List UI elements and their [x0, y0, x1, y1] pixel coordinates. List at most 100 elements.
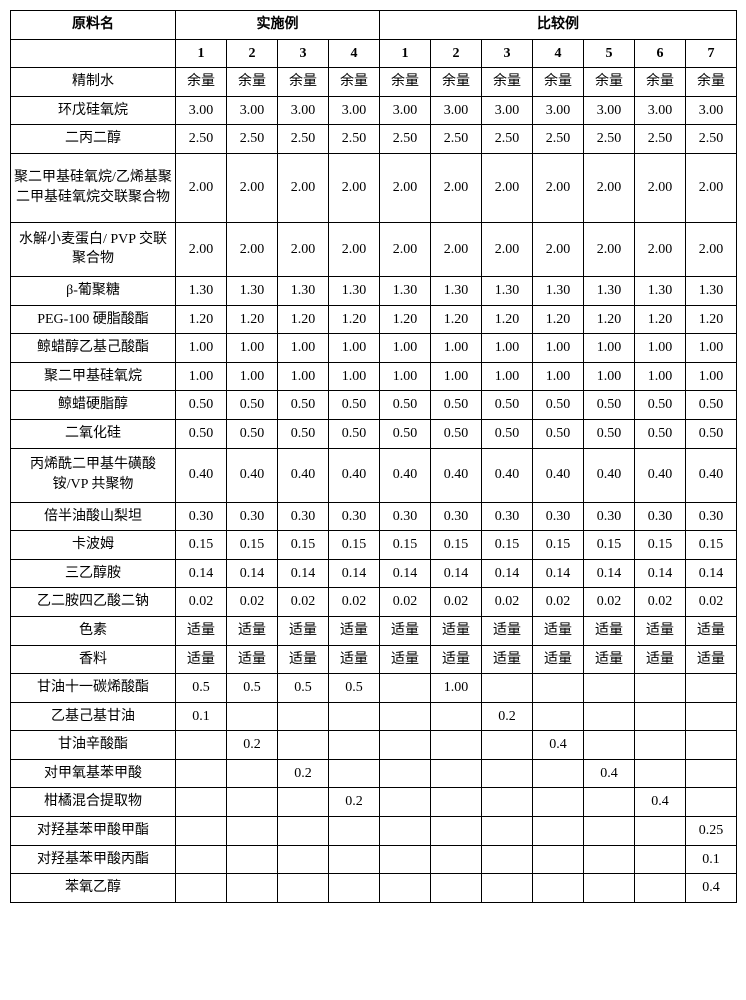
value-cell: 0.02	[329, 588, 380, 617]
col-cmp-1: 1	[380, 39, 431, 68]
value-cell: 1.20	[431, 305, 482, 334]
value-cell	[380, 845, 431, 874]
value-cell	[584, 817, 635, 846]
material-name-cell: 乙二胺四乙酸二钠	[11, 588, 176, 617]
col-cmp-2: 2	[431, 39, 482, 68]
table-row: 色素适量适量适量适量适量适量适量适量适量适量适量	[11, 616, 737, 645]
value-cell: 2.00	[176, 153, 227, 222]
value-cell: 0.14	[227, 559, 278, 588]
value-cell: 2.00	[380, 153, 431, 222]
value-cell: 1.00	[380, 362, 431, 391]
value-cell: 0.15	[227, 531, 278, 560]
value-cell: 0.02	[380, 588, 431, 617]
value-cell: 0.40	[584, 448, 635, 502]
material-name-cell: 柑橘混合提取物	[11, 788, 176, 817]
value-cell: 0.30	[635, 502, 686, 531]
table-row: 鲸蜡醇乙基己酸酯1.001.001.001.001.001.001.001.00…	[11, 334, 737, 363]
value-cell: 0.30	[482, 502, 533, 531]
col-ex-4: 4	[329, 39, 380, 68]
value-cell	[380, 817, 431, 846]
value-cell: 0.4	[584, 759, 635, 788]
value-cell: 0.50	[380, 419, 431, 448]
value-cell: 1.00	[431, 334, 482, 363]
value-cell: 2.00	[431, 153, 482, 222]
value-cell	[686, 731, 737, 760]
value-cell	[380, 874, 431, 903]
value-cell: 2.00	[278, 153, 329, 222]
material-name-cell: 聚二甲基硅氧烷	[11, 362, 176, 391]
value-cell	[635, 874, 686, 903]
value-cell: 0.25	[686, 817, 737, 846]
value-cell: 余量	[176, 68, 227, 97]
value-cell	[584, 674, 635, 703]
value-cell	[278, 817, 329, 846]
value-cell: 3.00	[635, 96, 686, 125]
value-cell: 1.00	[227, 362, 278, 391]
value-cell: 2.50	[635, 125, 686, 154]
value-cell: 0.50	[176, 391, 227, 420]
value-cell	[380, 759, 431, 788]
value-cell	[278, 731, 329, 760]
table-row: 聚二甲基硅氧烷/乙烯基聚二甲基硅氧烷交联聚合物2.002.002.002.002…	[11, 153, 737, 222]
value-cell: 3.00	[431, 96, 482, 125]
value-cell: 余量	[533, 68, 584, 97]
value-cell: 0.02	[686, 588, 737, 617]
value-cell: 1.30	[635, 276, 686, 305]
value-cell: 适量	[431, 616, 482, 645]
value-cell: 3.00	[329, 96, 380, 125]
value-cell: 1.30	[584, 276, 635, 305]
material-name-cell: 环戊硅氧烷	[11, 96, 176, 125]
value-cell: 0.14	[635, 559, 686, 588]
value-cell: 1.30	[176, 276, 227, 305]
value-cell: 1.00	[329, 334, 380, 363]
value-cell: 2.00	[176, 222, 227, 276]
table-row: 苯氧乙醇0.4	[11, 874, 737, 903]
value-cell: 1.30	[431, 276, 482, 305]
material-name-cell: 倍半油酸山梨坦	[11, 502, 176, 531]
table-row: 环戊硅氧烷3.003.003.003.003.003.003.003.003.0…	[11, 96, 737, 125]
value-cell: 2.50	[686, 125, 737, 154]
value-cell: 2.00	[635, 153, 686, 222]
value-cell: 1.30	[227, 276, 278, 305]
value-cell	[686, 759, 737, 788]
value-cell: 0.02	[176, 588, 227, 617]
value-cell: 1.20	[533, 305, 584, 334]
value-cell	[227, 845, 278, 874]
value-cell: 0.50	[227, 419, 278, 448]
value-cell	[431, 731, 482, 760]
value-cell: 余量	[431, 68, 482, 97]
value-cell: 0.30	[278, 502, 329, 531]
value-cell: 2.00	[380, 222, 431, 276]
value-cell: 0.50	[584, 391, 635, 420]
col-ex-3: 3	[278, 39, 329, 68]
value-cell	[380, 702, 431, 731]
material-name-cell: 香料	[11, 645, 176, 674]
value-cell	[278, 874, 329, 903]
value-cell: 0.02	[431, 588, 482, 617]
value-cell: 0.2	[278, 759, 329, 788]
material-name-cell: 二氧化硅	[11, 419, 176, 448]
value-cell	[176, 759, 227, 788]
value-cell: 0.40	[227, 448, 278, 502]
table-row: 丙烯酰二甲基牛磺酸铵/VP 共聚物0.400.400.400.400.400.4…	[11, 448, 737, 502]
value-cell: 0.15	[278, 531, 329, 560]
value-cell	[635, 817, 686, 846]
value-cell: 0.40	[635, 448, 686, 502]
value-cell: 0.4	[635, 788, 686, 817]
value-cell: 1.00	[278, 334, 329, 363]
value-cell: 0.50	[380, 391, 431, 420]
value-cell: 0.30	[329, 502, 380, 531]
value-cell: 3.00	[227, 96, 278, 125]
value-cell: 1.00	[635, 334, 686, 363]
value-cell: 2.00	[329, 153, 380, 222]
value-cell: 1.00	[584, 334, 635, 363]
table-row: 甘油辛酸酯0.20.4	[11, 731, 737, 760]
value-cell	[584, 731, 635, 760]
value-cell: 1.30	[329, 276, 380, 305]
value-cell: 1.00	[176, 334, 227, 363]
value-cell: 0.40	[329, 448, 380, 502]
value-cell: 0.40	[533, 448, 584, 502]
value-cell	[329, 759, 380, 788]
value-cell: 2.50	[380, 125, 431, 154]
value-cell: 2.50	[176, 125, 227, 154]
